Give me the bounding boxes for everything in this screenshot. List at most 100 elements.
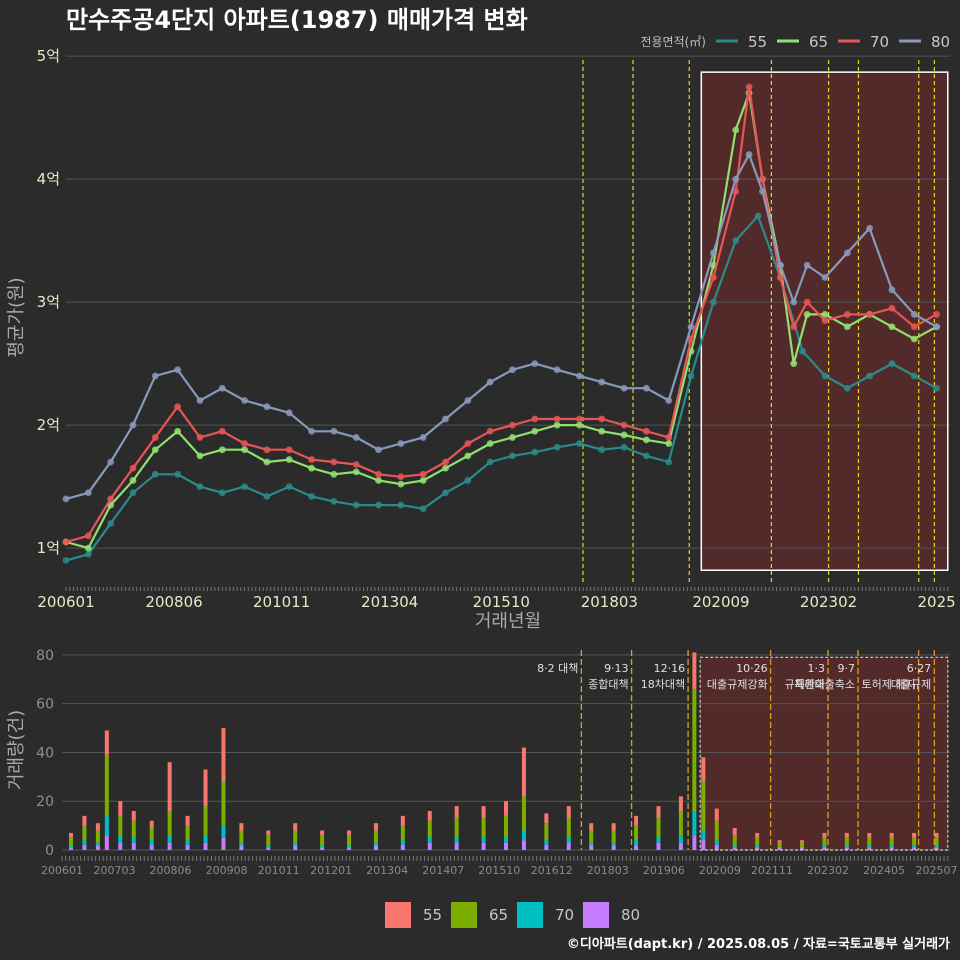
data-point	[174, 427, 182, 435]
data-point	[576, 440, 583, 447]
data-point	[732, 175, 740, 183]
bar-55	[427, 810, 432, 821]
y-tick-label: 40	[36, 745, 54, 761]
data-point	[397, 501, 405, 509]
bar-70	[320, 845, 325, 848]
bar-55	[481, 806, 486, 819]
data-point	[509, 421, 516, 429]
bar-65	[656, 818, 661, 838]
bar-80	[427, 842, 432, 850]
bar-65	[239, 830, 244, 843]
bar-65	[68, 837, 73, 846]
data-point	[486, 440, 494, 447]
bar-group	[400, 815, 405, 850]
bar-80	[822, 847, 827, 850]
data-point	[84, 532, 92, 540]
bar-70	[104, 815, 109, 836]
bar-80	[203, 842, 208, 850]
data-point	[866, 311, 874, 318]
volume-chart: 0 20 40 60 80 200601 200703 200806 200908 201011 2…	[6, 648, 958, 877]
data-point	[665, 458, 673, 466]
data-point	[62, 538, 70, 546]
bar-group	[149, 820, 154, 850]
data-point	[352, 434, 360, 441]
data-point	[151, 434, 159, 441]
highlight-area	[700, 657, 948, 850]
bar-80	[454, 842, 459, 850]
bar-65	[912, 837, 917, 846]
policy-annotation: 12·16	[654, 662, 686, 675]
bar-65	[678, 810, 683, 836]
bar-65	[611, 830, 616, 843]
x-tick-label: 200703	[93, 864, 135, 877]
data-point	[308, 464, 315, 472]
data-point	[553, 421, 561, 429]
bar-group	[732, 828, 737, 850]
bar-group	[678, 796, 683, 850]
data-point	[196, 434, 204, 441]
x-tick-label: 201803	[581, 593, 638, 611]
bar-65	[454, 818, 459, 838]
data-point	[151, 446, 159, 454]
bar-65	[167, 810, 172, 836]
bar-55	[266, 830, 271, 836]
bar-65	[755, 837, 760, 846]
bar-55	[239, 823, 244, 831]
data-point	[486, 458, 494, 466]
bar-70	[732, 845, 737, 848]
bar-group	[427, 810, 432, 850]
bar-group	[266, 830, 271, 850]
data-point	[531, 427, 539, 435]
data-point	[419, 505, 427, 513]
data-point	[732, 188, 740, 195]
data-point	[531, 415, 539, 423]
bar-group	[373, 823, 378, 850]
bar-80	[82, 845, 87, 850]
data-point	[576, 372, 583, 380]
bar-70	[481, 837, 486, 843]
bar-55	[118, 801, 123, 816]
data-point	[910, 311, 918, 318]
bar-55	[777, 840, 782, 843]
bar-70	[149, 840, 154, 846]
bar-70	[867, 845, 872, 848]
data-point	[196, 452, 204, 460]
data-point	[241, 440, 248, 447]
bar-55	[822, 832, 827, 838]
bar-70	[678, 835, 683, 843]
data-point	[464, 477, 472, 484]
data-point	[464, 440, 472, 447]
policy-annotation: 1·3	[808, 662, 826, 675]
y-tick-label: 60	[36, 697, 54, 713]
data-point	[821, 372, 829, 380]
highlight-box-border	[700, 71, 949, 571]
x-tick-label: 201304	[361, 593, 418, 611]
bar-70	[521, 830, 526, 841]
series-line-55	[65, 214, 938, 562]
bar-80	[149, 845, 154, 850]
bar-70	[293, 842, 298, 846]
legend-label-65: 65	[489, 906, 508, 924]
bar-65	[504, 815, 508, 838]
x-tick-label: 200806	[150, 864, 192, 877]
data-point	[285, 456, 293, 463]
bar-55	[131, 810, 136, 821]
bar-70	[400, 840, 405, 846]
bar-group	[912, 832, 917, 850]
bar-55	[221, 728, 226, 782]
bar-55	[678, 796, 683, 811]
policy-annotation: 종합대책	[588, 678, 628, 691]
bar-55	[104, 730, 109, 755]
bar-70	[701, 830, 706, 841]
data-point	[129, 464, 137, 472]
y-axis-label: 평균가(원)	[6, 277, 27, 357]
data-point	[531, 448, 539, 456]
bar-group	[118, 801, 123, 850]
bar-65	[701, 781, 706, 831]
policy-annotation: 규제완화	[785, 678, 825, 691]
y-tick-label: 5억	[37, 47, 60, 65]
data-point	[843, 384, 851, 392]
y-tick-label: 20	[36, 794, 54, 810]
bar-55	[889, 832, 894, 838]
